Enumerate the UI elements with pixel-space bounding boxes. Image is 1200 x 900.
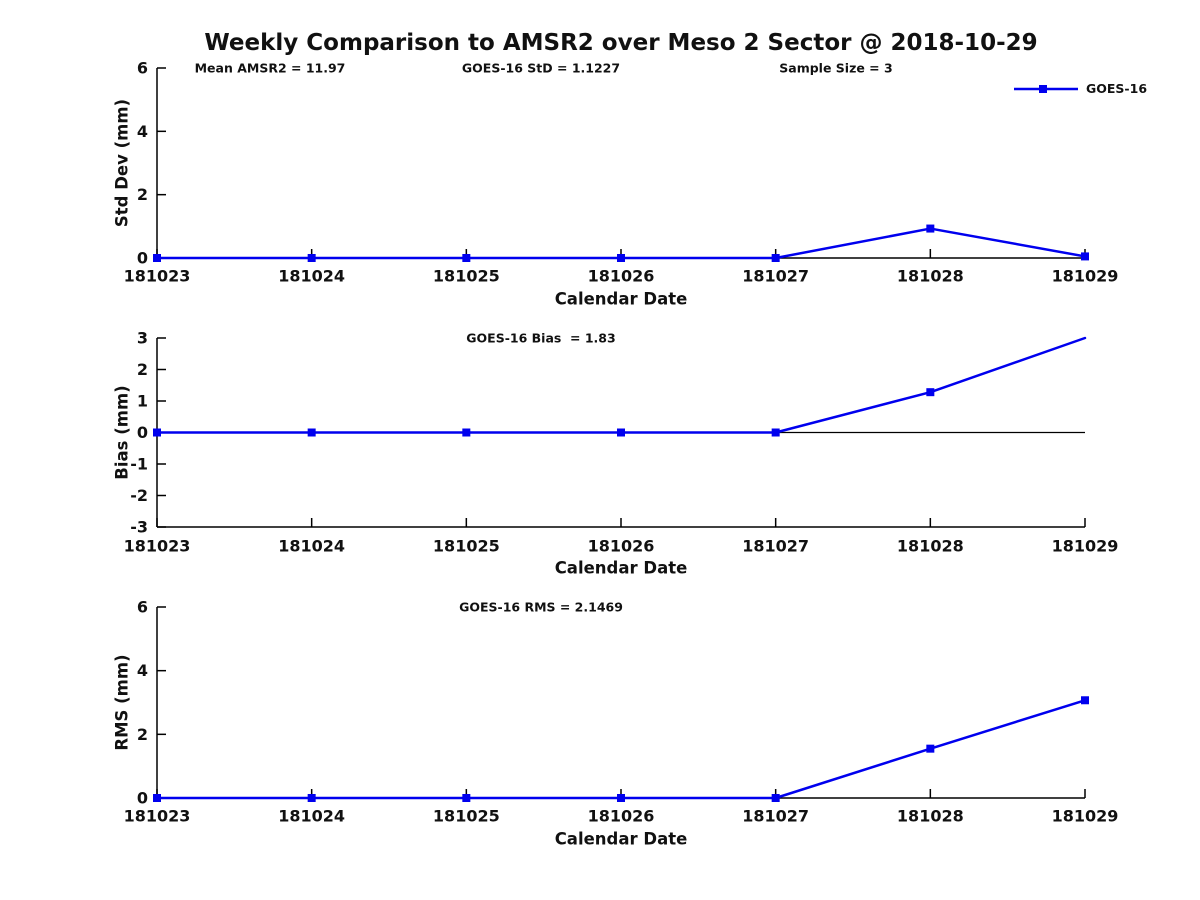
bias-y-axis-label: Bias (mm) xyxy=(113,385,132,479)
bias-x-tick-label: 181029 xyxy=(1052,537,1119,556)
rms-x-tick-label: 181026 xyxy=(588,807,655,826)
std-dev-x-tick-label: 181024 xyxy=(278,267,345,286)
std-dev-x-tick-label: 181027 xyxy=(742,267,809,286)
bias-annotation: GOES-16 Bias = 1.83 xyxy=(466,331,615,346)
bias-x-tick-label: 181024 xyxy=(278,537,345,556)
rms-data-point-marker xyxy=(153,794,161,802)
bias-x-axis-label: Calendar Date xyxy=(555,559,688,578)
bias-y-tick-label: -1 xyxy=(130,455,148,474)
std-dev-data-point-marker xyxy=(153,254,161,262)
bias-y-tick-label: 2 xyxy=(137,360,148,379)
rms-x-tick-label: 181024 xyxy=(278,807,345,826)
std-dev-annotation: GOES-16 StD = 1.1227 xyxy=(462,61,620,76)
rms-x-tick-label: 181028 xyxy=(897,807,964,826)
bias-data-point-marker xyxy=(617,428,625,437)
rms-y-axis-label: RMS (mm) xyxy=(113,654,132,750)
bias-data-point-marker xyxy=(307,428,316,437)
rms-data-point-marker xyxy=(1081,696,1089,705)
std-dev-y-tick-label: 2 xyxy=(137,185,148,204)
std-dev-y-tick-label: 6 xyxy=(137,59,148,78)
rms-data-point-marker xyxy=(617,794,625,802)
rms-x-tick-label: 181023 xyxy=(124,807,191,826)
std-dev-annotation: Sample Size = 3 xyxy=(779,61,892,76)
rms-data-point-marker xyxy=(307,794,316,802)
legend: GOES-16 xyxy=(1013,82,1147,96)
rms-y-tick-label: 4 xyxy=(137,661,148,680)
std-dev-x-tick-label: 181026 xyxy=(588,267,655,286)
rms-data-point-marker xyxy=(462,794,471,802)
rms-data-point-marker xyxy=(771,794,780,802)
rms-x-tick-label: 181025 xyxy=(433,807,500,826)
bias-data-point-marker xyxy=(926,388,935,397)
rms-y-tick-label: 0 xyxy=(137,789,148,808)
bias-y-tick-label: -2 xyxy=(130,486,148,505)
std-dev-x-tick-label: 181023 xyxy=(124,267,191,286)
std-dev-data-point-marker xyxy=(926,224,935,233)
rms-x-tick-label: 181027 xyxy=(742,807,809,826)
std-dev-x-axis-label: Calendar Date xyxy=(555,290,688,309)
rms-annotation: GOES-16 RMS = 2.1469 xyxy=(459,600,623,615)
std-dev-x-tick-label: 181025 xyxy=(433,267,500,286)
chart-title: Weekly Comparison to AMSR2 over Meso 2 S… xyxy=(204,30,1038,56)
bias-y-tick-label: 1 xyxy=(137,392,148,411)
rms-y-tick-label: 2 xyxy=(137,725,148,744)
bias-data-point-marker xyxy=(153,428,161,437)
bias-x-tick-label: 181027 xyxy=(742,537,809,556)
rms-y-tick-label: 6 xyxy=(137,598,148,617)
std-dev-y-axis-label: Std Dev (mm) xyxy=(113,99,132,227)
rms-x-tick-label: 181029 xyxy=(1052,807,1119,826)
legend-marker xyxy=(1039,85,1047,93)
bias-x-tick-label: 181023 xyxy=(124,537,191,556)
rms-series-line xyxy=(155,699,1087,800)
std-dev-data-point-marker xyxy=(1081,252,1089,261)
std-dev-x-tick-label: 181028 xyxy=(897,267,964,286)
std-dev-y-tick-label: 0 xyxy=(137,249,148,268)
bias-x-tick-label: 181026 xyxy=(588,537,655,556)
legend-label: GOES-16 xyxy=(1086,81,1148,96)
bias-x-tick-label: 181028 xyxy=(897,537,964,556)
legend-line-sample xyxy=(1014,85,1078,93)
std-dev-annotation: Mean AMSR2 = 11.97 xyxy=(195,61,346,76)
std-dev-x-tick-label: 181029 xyxy=(1052,267,1119,286)
std-dev-data-point-marker xyxy=(307,254,316,262)
bias-x-tick-label: 181025 xyxy=(433,537,500,556)
std-dev-data-point-marker xyxy=(462,254,471,262)
std-dev-data-point-marker xyxy=(771,254,780,262)
std-dev-y-tick-label: 4 xyxy=(137,122,148,141)
bias-y-tick-label: 0 xyxy=(137,423,148,442)
bias-series-line xyxy=(155,336,1087,434)
bias-y-tick-label: -3 xyxy=(130,518,148,537)
rms-data-point-marker xyxy=(926,744,935,753)
rms-x-axis-label: Calendar Date xyxy=(555,830,688,849)
bias-data-point-marker xyxy=(462,428,471,437)
bias-data-point-marker xyxy=(771,428,780,437)
std-dev-data-point-marker xyxy=(617,254,625,262)
bias-y-tick-label: 3 xyxy=(137,329,148,348)
